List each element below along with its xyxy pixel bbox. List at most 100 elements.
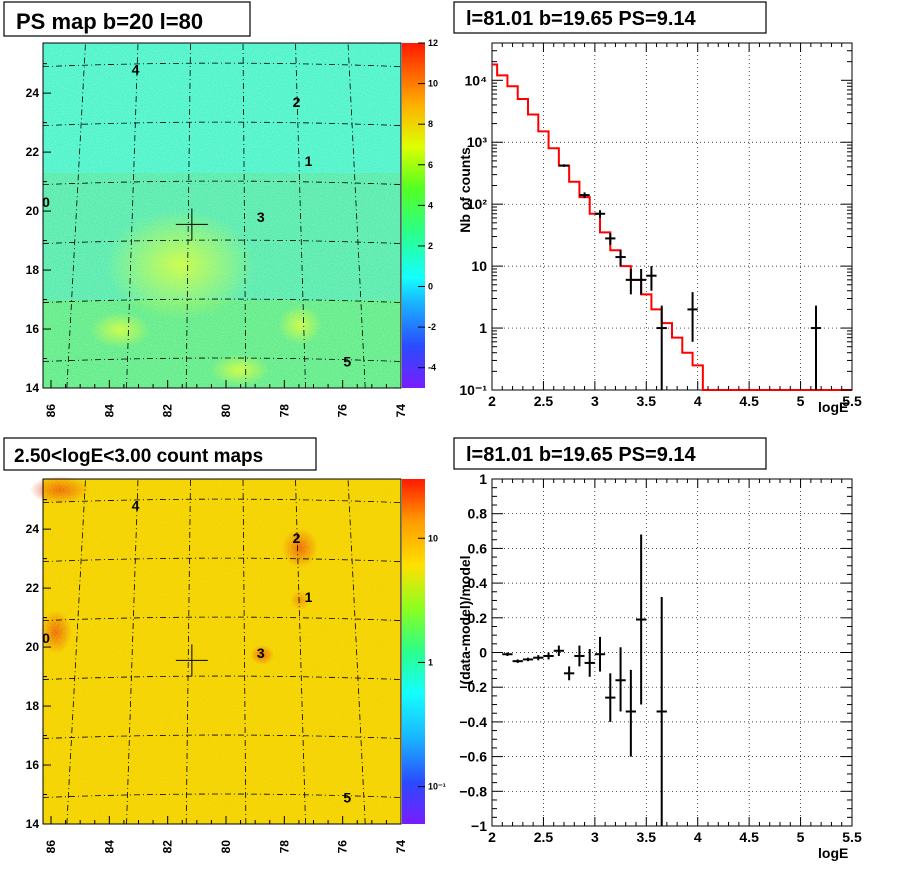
y-tick-label: 24 [26,522,40,536]
y-tick-label: 10⁻¹ [459,382,487,398]
color-scale-tick-label: 6 [428,160,433,170]
y-tick-label: −0.8 [459,783,487,799]
data-point [636,534,647,705]
x-tick-label: 2.5 [534,829,554,845]
y-tick-label: 0.8 [468,506,488,522]
color-scale-tick-label: 10⁻¹ [428,782,446,792]
y-tick-label: 20 [26,204,40,218]
y-tick-label: −0.4 [459,714,487,730]
data-point [646,266,657,291]
data-point [656,305,667,390]
ps-map-frame [42,42,402,389]
x-tick-label: 4 [694,393,702,409]
residual-grid [492,479,852,826]
spectrum-title: l=81.01 b=19.65 PS=9.14 [466,8,697,30]
grid-line-longitude [126,42,139,389]
x-tick-label: 82 [161,404,175,418]
residual-y-label: (data-model)/model [457,555,473,684]
data-point [522,657,534,662]
grid-line-longitude [295,478,306,825]
source-label: 1 [305,153,313,169]
color-scale-tick-label: 10 [428,79,438,89]
count-map-source-labels: 0 1 2 3 4 5 [42,498,351,806]
x-tick-label: 74 [394,840,408,854]
spectrum-title-box [453,1,767,34]
count-map-heatmap [30,476,401,824]
data-point [553,645,564,656]
data-point [625,268,636,295]
data-point [512,659,523,663]
data-point [605,673,616,722]
y-tick-label: 18 [26,699,40,713]
source-label: 2 [293,94,301,110]
y-tick-label: 22 [26,145,40,159]
x-tick-label: 5.5 [842,393,862,409]
x-tick-label: 4 [694,829,702,845]
x-tick-label: 80 [219,404,233,418]
ps-map-heatmap [43,43,401,388]
y-tick-label: 0.6 [468,540,488,556]
model-step-line [492,63,852,391]
data-point [558,164,570,167]
x-tick-label: 78 [277,840,291,854]
count-map-coordinate-grid [42,478,402,825]
spectrum-data-points [558,164,822,390]
color-scale-tick-label: 1 [428,657,433,667]
x-tick-label: 2 [488,393,496,409]
data-point [584,649,595,677]
y-tick-label: −1 [471,818,487,834]
color-scale-tick-label: 0 [428,282,433,292]
count-map-frame [42,478,402,825]
y-tick-label: 16 [26,758,40,772]
grid-line-longitude [126,478,139,825]
data-point [594,636,606,672]
ps-map-title-box [3,1,251,37]
x-tick-label: 84 [102,840,116,854]
data-point [543,652,554,660]
data-point [564,666,575,681]
y-tick-label: 10² [467,196,488,212]
ps-map-source-labels: 0 1 2 3 4 5 [42,62,351,370]
x-tick-label: 3 [591,829,599,845]
color-scale-tick-label: -2 [428,322,436,332]
x-tick-label: 2 [488,829,496,845]
x-tick-label: 86 [44,840,58,854]
x-tick-label: 74 [394,404,408,418]
residual-x-label: logE [818,845,848,861]
spectrum-x-label: logE [818,399,848,415]
grid-line-longitude [242,42,247,389]
source-label: 5 [343,353,351,369]
x-tick-label: 4.5 [739,393,759,409]
x-tick-label: 76 [336,404,350,418]
x-tick-label: 5.5 [842,829,862,845]
y-tick-label: 1 [479,320,487,336]
data-point [615,250,626,267]
ps-map-title: PS map b=20 l=80 [16,9,203,34]
source-label: 0 [42,630,50,646]
source-label: 3 [257,209,265,225]
y-tick-label: 14 [26,817,40,831]
color-scale-tick-label: 12 [428,38,438,48]
x-tick-label: 86 [44,404,58,418]
y-tick-label: 0.2 [468,610,488,626]
ps-map-color-scale: -4 -2 0 2 4 6 8 10 12 [402,38,438,388]
y-tick-label: 1 [479,471,487,487]
data-point [574,645,585,667]
y-tick-label: 10 [471,258,487,274]
y-tick-label: −0.2 [459,679,487,695]
data-point [656,596,667,826]
data-point [605,233,616,245]
y-tick-label: 10³ [467,134,488,150]
spectrum-panel: 2 2.5 3 3.5 4 4.5 5 5.5 10⁻¹ 1 10 10² 10³ 10⁴ l=81.01… [453,1,862,415]
y-tick-label: −0.6 [459,749,487,765]
data-point [625,669,636,757]
ps-map-coordinate-grid [42,42,402,389]
residual-title-box [453,437,767,470]
grid-line-longitude [185,42,191,389]
spectrum-model-line [492,63,852,391]
source-label: 4 [132,62,140,78]
data-point [615,647,626,712]
data-point [533,655,544,661]
